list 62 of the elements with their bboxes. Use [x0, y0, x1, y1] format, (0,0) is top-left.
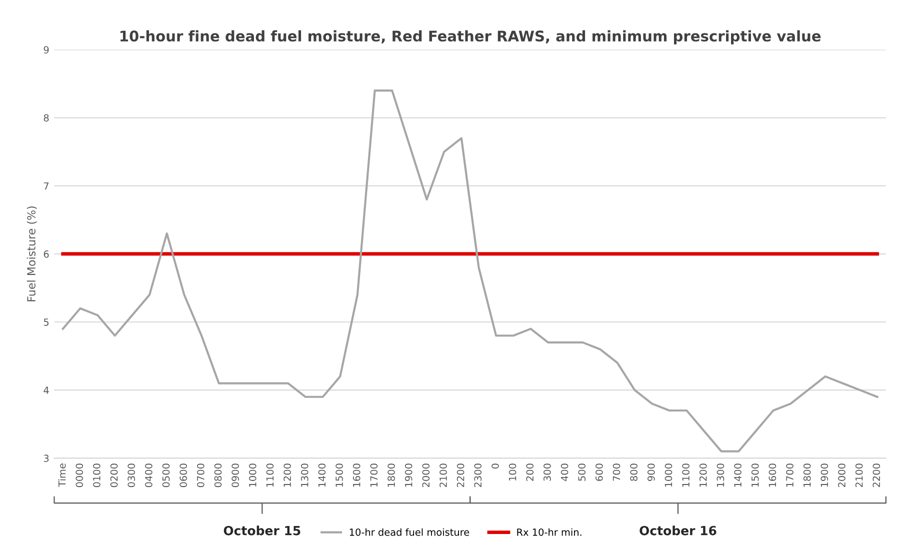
x-tick-label: 1900: [820, 464, 828, 487]
legend-label: 10-hr dead fuel moisture: [350, 528, 470, 536]
x-tick-label: 0: [492, 464, 499, 469]
y-axis-title: Fuel Moisture (%): [26, 206, 37, 302]
x-tick-label: 1800: [388, 464, 395, 487]
x-tick-label: 1200: [284, 464, 291, 487]
x-tick-label: 200: [526, 464, 534, 481]
text: October 16: [640, 526, 716, 536]
y-tick-label: 8: [44, 114, 49, 122]
x-tick-label: 0000: [76, 464, 84, 488]
x-tick-label: 700: [612, 464, 620, 481]
x-tick-label: 1400: [734, 464, 742, 487]
x-tick-label: 0900: [232, 464, 239, 488]
y-tick-label: 9: [44, 46, 49, 54]
x-tick-label: 1000: [664, 464, 672, 487]
x-tick-label: 1300: [300, 464, 308, 487]
x-tick-label: 800: [630, 464, 638, 481]
x-tick-label: 400: [560, 464, 568, 482]
x-tick-label: 0300: [128, 464, 136, 488]
x-tick-label: 2000: [422, 464, 430, 488]
legend-label: Rx 10-hr min.: [517, 528, 582, 536]
x-tick-label: Time: [58, 464, 66, 487]
x-tick-label: 1200: [699, 464, 707, 487]
x-tick-label: 1600: [768, 464, 776, 487]
x-tick-label: 1700: [786, 464, 794, 487]
chart-title: 10-hour fine dead fuel moisture, Red Feather RAWS, and minimum prescriptive value: [120, 30, 821, 44]
x-tick-label: 1800: [803, 464, 811, 487]
y-tick-label: 6: [44, 250, 49, 258]
x-tick-label: 300: [544, 464, 551, 481]
x-tick-label: 2100: [855, 464, 863, 488]
line-series: [62, 89, 878, 452]
x-tick-label: 2200: [456, 464, 464, 488]
x-tick-label: 100: [508, 464, 516, 481]
x-tick-label: 500: [578, 464, 586, 481]
text: October 15: [224, 526, 300, 536]
x-tick-label: 2200: [872, 464, 880, 488]
x-tick-label: 1400: [318, 464, 326, 487]
x-tick-label: 1100: [682, 464, 690, 487]
x-tick-label: 2000: [838, 464, 846, 488]
x-tick-label: 1300: [716, 464, 724, 487]
y-tick-label: 5: [44, 318, 49, 326]
x-tick-label: 0800: [214, 464, 222, 488]
x-tick-label: 0400: [145, 464, 152, 488]
x-tick-label: 0600: [180, 464, 188, 488]
y-tick-label: 7: [44, 182, 49, 190]
x-tick-label: 600: [595, 464, 603, 481]
x-tick-label: 0700: [196, 464, 204, 488]
x-tick-label: 0100: [93, 464, 100, 488]
x-tick-label: 1000: [248, 464, 256, 487]
x-tick-label: 1500: [336, 464, 343, 487]
y-tick-label: 4: [44, 386, 49, 394]
x-tick-label: 1100: [266, 464, 274, 487]
x-tick-label: 900: [647, 464, 655, 481]
x-tick-label: 1600: [352, 464, 360, 487]
y-tick-label: 3: [44, 454, 49, 462]
x-tick-label: 2300: [474, 464, 482, 488]
x-tick-label: 1900: [404, 464, 412, 487]
x-tick-label: 0200: [110, 464, 118, 488]
x-tick-label: 1700: [370, 464, 378, 487]
x-tick-label: 0500: [162, 464, 170, 488]
x-tick-label: 1500: [751, 464, 759, 487]
x-tick-label: 2100: [440, 464, 447, 488]
